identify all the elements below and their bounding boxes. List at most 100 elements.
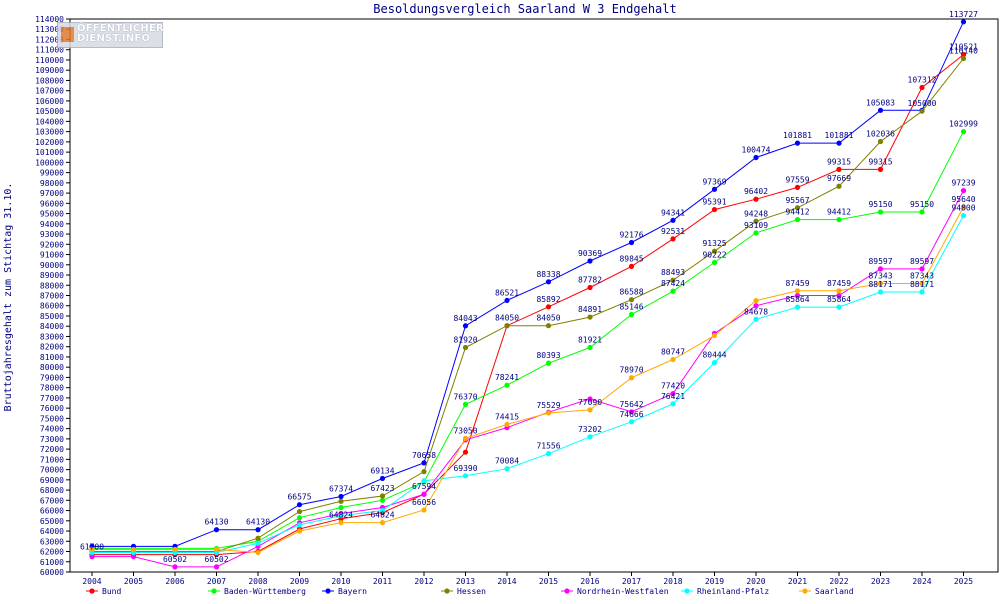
data-label: 69134 (370, 466, 394, 475)
x-tick-label: 2018 (663, 577, 682, 586)
y-tick-label: 108000 (35, 76, 64, 85)
y-tick-label: 88000 (40, 281, 64, 290)
y-tick-label: 73000 (40, 435, 64, 444)
data-point (296, 522, 303, 528)
x-tick-label: 2005 (124, 577, 143, 586)
data-label: 96402 (744, 187, 768, 196)
data-label: 90222 (702, 251, 726, 260)
data-label: 110521 (949, 43, 978, 52)
y-tick-label: 74000 (40, 425, 64, 434)
data-point (960, 52, 967, 58)
watermark-logo: ÖFFENTLICHER DIENST.INFO (57, 22, 164, 48)
data-label: 88171 (910, 280, 934, 289)
data-point (836, 292, 842, 299)
data-point (711, 206, 718, 213)
data-point (462, 473, 469, 479)
y-tick-label: 87000 (40, 292, 64, 301)
data-point (960, 129, 967, 135)
legend-label: Saarland (815, 587, 854, 596)
data-point (919, 108, 925, 114)
y-tick-label: 98000 (40, 179, 64, 188)
x-tick-label: 2015 (539, 577, 558, 586)
series-line-3 (92, 58, 964, 552)
data-label: 110140 (949, 47, 978, 56)
y-tick-label: 107000 (35, 87, 64, 96)
x-tick-label: 2012 (414, 577, 433, 586)
y-tick-label: 60000 (40, 568, 64, 577)
data-point (628, 375, 635, 381)
data-point (504, 421, 510, 427)
x-tick-label: 2020 (746, 577, 765, 586)
y-tick-label: 68000 (40, 486, 64, 495)
data-point (836, 166, 842, 172)
data-point (172, 546, 178, 553)
data-point (296, 502, 303, 508)
data-point (587, 434, 593, 440)
data-point (545, 451, 552, 457)
y-tick-label: 111000 (35, 46, 64, 55)
y-tick-label: 83000 (40, 332, 64, 341)
data-point (919, 289, 925, 295)
data-label: 76421 (661, 392, 685, 401)
y-tick-label: 61000 (40, 558, 64, 567)
data-point (711, 360, 718, 366)
y-tick-label: 106000 (35, 97, 64, 106)
x-tick-label: 2016 (580, 577, 599, 586)
data-point (587, 258, 593, 264)
data-label: 67423 (370, 484, 394, 493)
data-label: 107312 (908, 75, 937, 84)
data-point (462, 344, 469, 351)
data-point (338, 498, 344, 504)
data-label: 67594 (412, 482, 436, 491)
legend-swatch (89, 588, 95, 594)
data-point (919, 280, 925, 287)
x-axis: 2004 2005 2006 2007 2008 2009 2010 2011 2012 2013… (82, 572, 973, 586)
legend-label: Bund (102, 587, 121, 596)
data-label: 92176 (619, 230, 643, 239)
y-tick-label: 80000 (40, 363, 64, 372)
data-label: 99315 (868, 157, 892, 166)
series-line-2 (92, 21, 964, 547)
watermark-line-1: ÖFFENTLICHER (77, 23, 164, 34)
data-point (877, 107, 884, 113)
y-tick-label: 63000 (40, 537, 64, 546)
plot-frame (69, 18, 999, 573)
y-tick-label: 82000 (40, 343, 64, 352)
data-point (255, 527, 261, 533)
data-point (504, 297, 510, 304)
y-tick-label: 77000 (40, 394, 64, 403)
data-point (711, 259, 718, 266)
data-label: 85864 (827, 295, 851, 304)
watermark-line-2: DIENST.INFO (77, 33, 151, 44)
y-tick-label: 65000 (40, 517, 64, 526)
data-label: 86521 (495, 288, 519, 297)
data-label: 95567 (785, 196, 809, 205)
data-point (960, 55, 967, 62)
y-axis-label: Bruttojahresgehalt zum Stichtag 31.10. (3, 183, 14, 412)
data-point (670, 288, 676, 294)
data-point (628, 263, 635, 269)
data-label: 97559 (785, 175, 809, 184)
data-point (670, 236, 676, 242)
data-label: 86588 (619, 288, 643, 297)
y-tick-label: 94000 (40, 220, 64, 229)
y-tick-label: 70000 (40, 466, 64, 475)
y-tick-label: 95000 (40, 210, 64, 219)
data-label: 85146 (619, 302, 643, 311)
data-label: 75642 (619, 400, 643, 409)
legend: Bund Baden-Württemberg Bayern Hessen Nordrhe… (86, 587, 854, 596)
data-point (794, 304, 801, 310)
data-point (960, 19, 967, 25)
y-tick-label: 89000 (40, 271, 64, 280)
data-point (130, 554, 137, 560)
y-tick-label: 75000 (40, 414, 64, 423)
data-point (753, 316, 759, 322)
data-label: 102999 (949, 120, 978, 129)
y-tick-label: 79000 (40, 373, 64, 382)
x-tick-label: 2010 (331, 577, 350, 586)
x-tick-label: 2014 (497, 577, 516, 586)
x-tick-label: 2011 (373, 577, 392, 586)
data-point (587, 344, 593, 351)
x-tick-label: 2022 (829, 577, 848, 586)
